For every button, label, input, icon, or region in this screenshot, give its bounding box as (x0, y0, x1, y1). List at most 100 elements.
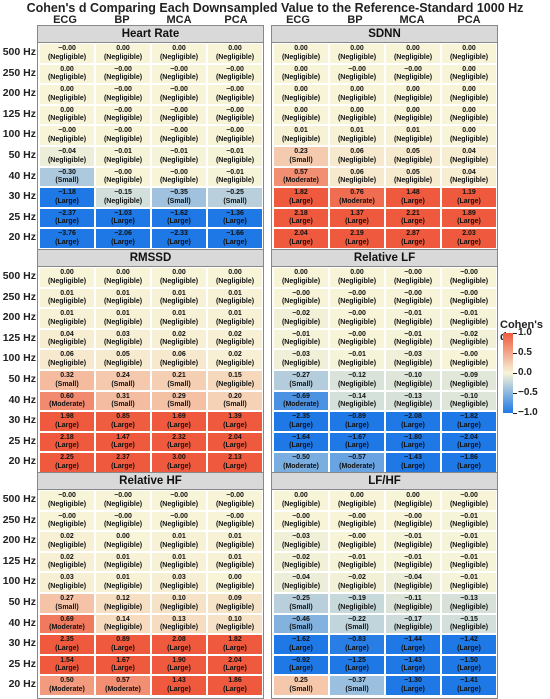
cell-label: (Negligible) (159, 298, 199, 306)
cell-value: 2.04 (228, 433, 242, 441)
heatmap-cell: −1.41 (Large) (441, 675, 497, 696)
heatmap-cell: 0.00 (Negligible) (385, 43, 441, 64)
cell-label: (Negligible) (449, 541, 489, 549)
cell-label: (Negligible) (393, 318, 433, 326)
cell-label: (Negligible) (449, 53, 489, 61)
colorbar-tick-label: −0.5 (518, 387, 538, 398)
cell-value: −0.13 (460, 595, 478, 602)
heatmap-cell: −0.00 (Negligible) (39, 43, 95, 64)
cell-label: (Large) (167, 644, 191, 652)
row-label: 30 Hz (8, 190, 36, 203)
cell-label: (Small) (223, 197, 247, 205)
cell-label: (Negligible) (47, 94, 87, 102)
cell-label: (Negligible) (47, 53, 87, 61)
heatmap-cell: 0.01 (Negligible) (207, 287, 263, 309)
heatmap-cell: −0.46 (Small) (273, 613, 329, 635)
heatmap-cell: 0.02 (Negligible) (39, 531, 95, 552)
cell-value: −0.00 (114, 106, 132, 114)
cell-label: (Large) (401, 462, 425, 470)
column-label-bp: BP (114, 14, 130, 26)
cell-value: −0.00 (114, 512, 132, 520)
cell-label: (Negligible) (159, 94, 199, 102)
cell-label: (Negligible) (159, 562, 199, 570)
cell-label: (Negligible) (393, 624, 433, 632)
cell-value: −0.01 (226, 168, 244, 176)
cell-value: 0.31 (116, 392, 130, 400)
cell-label: (Negligible) (281, 541, 321, 549)
heatmap-cell: 0.00 (Negligible) (329, 104, 385, 126)
cell-value: −0.09 (460, 372, 478, 379)
heatmap-cell: 0.89 (Large) (95, 634, 151, 655)
cell-value: 0.00 (406, 106, 420, 114)
cell-value: −0.22 (348, 615, 366, 623)
cell-label: (Negligible) (337, 156, 377, 164)
heatmap-cell: 0.00 (Negligible) (39, 104, 95, 126)
heatmap-cell: 2.03 (Large) (441, 228, 497, 249)
heatmap-cell: −0.57 (Moderate) (329, 452, 385, 473)
cell-label: (Large) (457, 665, 481, 673)
cell-value: 0.01 (228, 553, 242, 561)
heatmap-cell: −0.00 (Negligible) (151, 104, 207, 126)
row-label: 200 Hz (2, 87, 36, 100)
cell-label: (Negligible) (337, 177, 377, 185)
cell-value: 1.67 (116, 656, 130, 664)
cell-label: (Negligible) (159, 115, 199, 123)
cell-value: −0.00 (348, 533, 366, 541)
cell-value: 2.04 (228, 656, 242, 664)
cell-value: 0.85 (116, 413, 130, 421)
cell-label: (Negligible) (337, 115, 377, 123)
row-label: 250 Hz (2, 513, 36, 526)
heatmap-cell: −0.00 (Negligible) (207, 125, 263, 146)
cell-value: 2.32 (172, 433, 186, 441)
cell-label: (Large) (111, 421, 135, 429)
cell-label: (Negligible) (337, 135, 377, 143)
heatmap-cell: −0.01 (Negligible) (329, 551, 385, 573)
heatmap-cell: 0.04 (Negligible) (441, 166, 497, 188)
cell-value: 0.01 (60, 310, 74, 318)
heatmap-cell: 1.37 (Large) (329, 207, 385, 229)
heatmap-cell: 2.21 (Large) (385, 207, 441, 229)
cell-value: 0.01 (172, 533, 186, 541)
heatmap-cell: 0.02 (Negligible) (39, 551, 95, 573)
cell-value: −0.00 (114, 86, 132, 94)
heatmap-cell: 0.20 (Small) (207, 390, 263, 412)
cell-value: 0.00 (172, 45, 186, 52)
cell-label: (Negligible) (281, 318, 321, 326)
cell-value: 0.10 (172, 595, 186, 602)
cell-value: −0.02 (292, 310, 310, 318)
cell-label: (Negligible) (103, 74, 143, 82)
cell-value: −0.00 (58, 45, 76, 52)
cell-value: −0.10 (460, 392, 478, 400)
cell-value: −0.00 (170, 127, 188, 135)
heatmap-cell: 0.00 (Negligible) (151, 267, 207, 288)
cell-label: (Negligible) (281, 500, 321, 508)
cell-value: −0.00 (114, 65, 132, 73)
cell-label: (Negligible) (281, 521, 321, 529)
heatmap-cell: 0.05 (Negligible) (95, 349, 151, 370)
cell-value: 0.29 (172, 392, 186, 400)
cell-value: −1.86 (460, 454, 478, 462)
heatmap-cell: −0.02 (Negligible) (329, 572, 385, 593)
heatmap-cell: −0.00 (Negligible) (329, 531, 385, 552)
cell-label: (Negligible) (393, 541, 433, 549)
heatmap-cell: 0.00 (Negligible) (441, 43, 497, 64)
cell-label: (Large) (111, 238, 135, 246)
cell-label: (Large) (457, 218, 481, 226)
heatmap-cell: 0.27 (Small) (39, 593, 95, 614)
cell-label: (Large) (55, 218, 79, 226)
heatmap-cell: 0.01 (Negligible) (39, 308, 95, 329)
cell-label: (Negligible) (337, 603, 377, 611)
heatmap-cell: −0.00 (Negligible) (441, 267, 497, 288)
cell-value: 0.00 (462, 65, 476, 73)
cell-label: (Negligible) (103, 197, 143, 205)
cell-value: 0.00 (116, 269, 130, 276)
cell-label: (Small) (111, 401, 135, 409)
heatmap-cell: 0.24 (Small) (95, 370, 151, 391)
cell-label: (Large) (55, 442, 79, 450)
cell-label: (Large) (167, 442, 191, 450)
cell-label: (Large) (111, 665, 135, 673)
cell-value: −1.82 (460, 413, 478, 421)
cell-label: (Negligible) (393, 582, 433, 590)
heatmap-cell: −0.25 (Small) (273, 593, 329, 614)
cell-label: (Negligible) (103, 135, 143, 143)
